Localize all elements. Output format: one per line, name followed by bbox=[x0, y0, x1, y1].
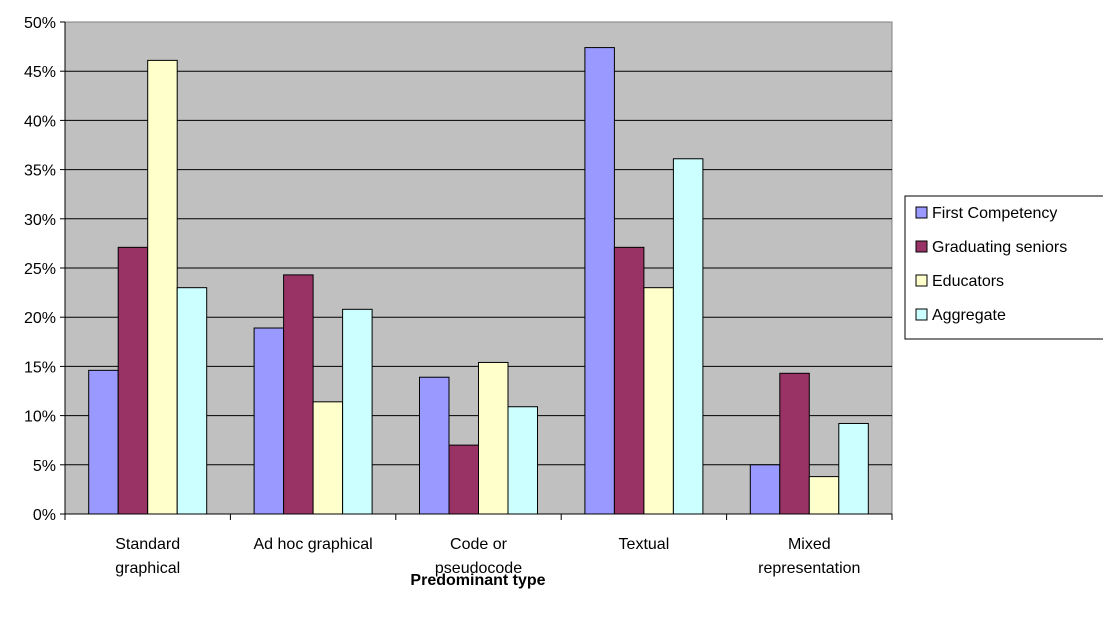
legend-label: Aggregate bbox=[932, 307, 1006, 324]
x-category-label: Code or pseudocode bbox=[435, 536, 522, 577]
bar-aggregate bbox=[176, 287, 208, 515]
y-tick-label: 15% bbox=[24, 359, 56, 376]
x-axis-title: Predominant type bbox=[410, 572, 545, 589]
legend-swatch bbox=[915, 308, 928, 321]
y-tick-label: 30% bbox=[24, 212, 56, 229]
y-tick-label: 35% bbox=[24, 163, 56, 180]
x-category-label-line: Ad hoc graphical bbox=[254, 536, 373, 553]
y-tick-label: 0% bbox=[33, 507, 56, 524]
x-category-label-line: Code or bbox=[450, 536, 508, 553]
bar-graduating-seniors bbox=[448, 444, 479, 515]
x-category-label-line: Textual bbox=[619, 536, 670, 553]
y-tick-labels: 0% 5% 10% 15% 20% 25% 30% 35% 40% 45% 50% bbox=[24, 15, 56, 524]
y-tick-label: 40% bbox=[24, 113, 56, 130]
bar-educators bbox=[478, 361, 509, 515]
legend-label: Graduating seniors bbox=[932, 239, 1067, 256]
x-category-label: Mixed representation bbox=[758, 536, 860, 577]
bar-aggregate bbox=[342, 308, 373, 515]
y-tick-label: 5% bbox=[33, 458, 56, 475]
legend-label: Educators bbox=[932, 273, 1004, 290]
legend-box bbox=[904, 195, 1103, 340]
x-category-label-line: Mixed bbox=[788, 536, 831, 553]
legend-swatch bbox=[915, 240, 928, 253]
x-category-label-line: Standard bbox=[115, 536, 180, 553]
x-category-label: Ad hoc graphical bbox=[254, 536, 373, 553]
bar-aggregate bbox=[838, 422, 869, 515]
bar-aggregate bbox=[672, 158, 704, 515]
bar-educators bbox=[312, 401, 344, 515]
x-category-label-line: pseudocode bbox=[435, 560, 522, 577]
y-tick-label: 45% bbox=[24, 64, 56, 81]
legend: First Competency Graduating seniors Educat… bbox=[904, 195, 1103, 340]
legend-swatch bbox=[915, 206, 928, 219]
y-tick-label: 10% bbox=[24, 409, 56, 426]
x-category-labels: Standard graphical Ad hoc graphical Code or… bbox=[115, 536, 860, 577]
bar-educators bbox=[147, 59, 178, 515]
legend-swatch bbox=[915, 274, 928, 287]
legend-items: First Competency Graduating seniors Educat… bbox=[915, 205, 1067, 324]
bar-educators bbox=[808, 476, 840, 515]
bar-aggregate bbox=[507, 406, 538, 515]
bar-first-competency bbox=[88, 369, 119, 515]
y-tick-label: 25% bbox=[24, 261, 56, 278]
legend-label: First Competency bbox=[932, 205, 1057, 222]
axes bbox=[60, 21, 893, 520]
bar-graduating-seniors bbox=[117, 246, 149, 515]
bars bbox=[88, 47, 869, 515]
bar-graduating-seniors bbox=[779, 372, 810, 515]
bar-graduating-seniors bbox=[283, 274, 314, 515]
bar-educators bbox=[643, 287, 674, 515]
x-category-label-line: representation bbox=[758, 560, 860, 577]
x-category-label: Textual bbox=[619, 536, 670, 553]
x-category-label: Standard graphical bbox=[115, 536, 180, 577]
x-category-label-line: graphical bbox=[115, 560, 180, 577]
bar-first-competency bbox=[584, 47, 615, 515]
bar-first-competency bbox=[749, 464, 781, 515]
y-tick-label: 50% bbox=[24, 15, 56, 32]
y-tick-label: 20% bbox=[24, 310, 56, 327]
bar-first-competency bbox=[253, 327, 285, 515]
bar-graduating-seniors bbox=[613, 246, 645, 515]
bar-first-competency bbox=[419, 376, 450, 515]
